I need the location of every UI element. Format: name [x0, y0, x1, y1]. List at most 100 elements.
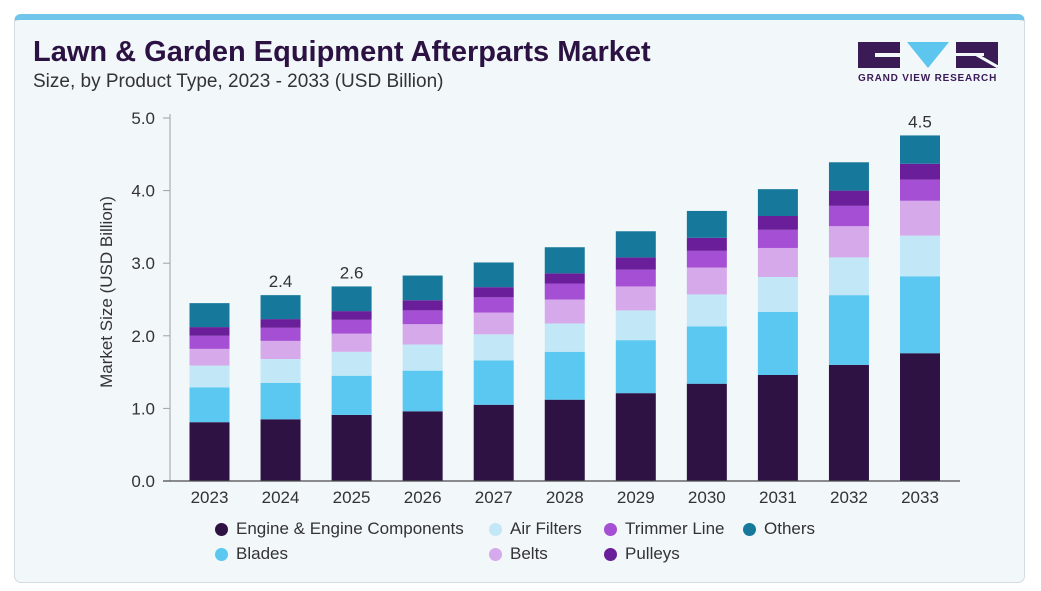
bar-segment-others-2023	[189, 303, 230, 328]
y-tick-label: 5.0	[131, 109, 155, 128]
bar-segment-engine-engine-components-2032	[828, 364, 869, 481]
legend-item-trimmer-line: Trimmer Line	[604, 519, 725, 539]
legend-item-engine-engine-components: Engine & Engine Components	[215, 519, 464, 539]
bar-segment-others-2032	[828, 162, 869, 191]
x-tick-label: 2023	[191, 488, 229, 507]
y-tick-label: 2.0	[131, 327, 155, 346]
legend-label: Trimmer Line	[625, 519, 725, 538]
bar-segment-air-filters-2032	[828, 257, 869, 296]
logo-g-slot	[875, 53, 900, 57]
x-tick-label: 2032	[830, 488, 868, 507]
bar-segment-others-2031	[757, 189, 798, 217]
legend-label: Engine & Engine Components	[236, 519, 464, 538]
legend-swatch	[489, 522, 502, 536]
logo-v-shape	[907, 42, 949, 68]
brand-name: GRAND VIEW RESEARCH	[858, 73, 998, 84]
legend-swatch	[604, 522, 617, 536]
bar-segment-engine-engine-components-2024	[260, 419, 301, 481]
legend-swatch	[215, 547, 228, 561]
y-axis-title: Market Size (USD Billion)	[97, 196, 116, 388]
bar-segment-trimmer-line-2025	[331, 319, 372, 334]
legend-item-pulleys: Pulleys	[604, 544, 680, 564]
x-tick-label: 2026	[404, 488, 442, 507]
x-tick-label: 2029	[617, 488, 655, 507]
y-tick-label: 0.0	[131, 472, 155, 491]
bar-segment-belts-2026	[402, 324, 443, 345]
bar-segment-trimmer-line-2023	[189, 335, 230, 349]
bar-segment-engine-engine-components-2031	[757, 375, 798, 481]
bar-segment-air-filters-2023	[189, 365, 230, 388]
bar-segment-blades-2033	[900, 276, 940, 354]
bar-segment-air-filters-2029	[615, 310, 656, 341]
bar-segment-trimmer-line-2032	[828, 205, 869, 227]
bar-segment-trimmer-line-2028	[544, 283, 585, 300]
legend-label: Others	[764, 519, 816, 538]
bar-segment-others-2026	[402, 275, 443, 301]
bar-segment-belts-2030	[686, 267, 727, 295]
bar-segment-trimmer-line-2030	[686, 250, 727, 268]
chart-subtitle: Size, by Product Type, 2023 - 2033 (USD …	[33, 71, 444, 92]
bar-segment-engine-engine-components-2025	[331, 414, 372, 481]
bar-segment-air-filters-2027	[473, 334, 514, 361]
bar-segment-blades-2028	[544, 351, 585, 400]
y-tick-label: 1.0	[131, 399, 155, 418]
bar-segment-pulleys-2024	[260, 319, 301, 328]
bar-segment-air-filters-2033	[900, 235, 940, 277]
bar-segment-others-2033	[900, 135, 940, 164]
bar-segment-trimmer-line-2027	[473, 297, 514, 313]
bar-segment-belts-2028	[544, 299, 585, 324]
logo-r-shape	[956, 42, 998, 68]
bar-segment-blades-2030	[686, 326, 727, 384]
bar-segment-pulleys-2032	[828, 190, 869, 206]
bar-segment-belts-2029	[615, 286, 656, 311]
chart-title: Lawn & Garden Equipment Afterparts Marke…	[33, 36, 651, 68]
bar-segment-trimmer-line-2031	[757, 229, 798, 248]
x-tick-label: 2025	[333, 488, 371, 507]
logo-r-leg	[975, 53, 998, 68]
bar-segment-pulleys-2033	[900, 163, 940, 180]
bar-segment-blades-2029	[615, 340, 656, 394]
x-tick-label: 2028	[546, 488, 584, 507]
bar-segment-air-filters-2026	[402, 344, 443, 371]
bar-segment-air-filters-2025	[331, 351, 372, 376]
bar-segment-pulleys-2027	[473, 287, 514, 298]
legend-item-blades: Blades	[215, 544, 288, 564]
bar-segment-pulleys-2030	[686, 237, 727, 251]
bar-segment-belts-2027	[473, 312, 514, 335]
data-label-2033: 4.5	[908, 112, 932, 131]
legend-label: Air Filters	[510, 519, 582, 538]
bar-segment-pulleys-2029	[615, 257, 656, 270]
bar-segment-trimmer-line-2024	[260, 327, 301, 341]
legend-swatch	[604, 547, 617, 561]
bar-segment-others-2027	[473, 262, 514, 288]
x-tick-label: 2027	[475, 488, 513, 507]
bar-segment-blades-2032	[828, 295, 869, 365]
bar-segment-blades-2026	[402, 370, 443, 412]
bar-segment-blades-2027	[473, 360, 514, 405]
x-tick-label: 2033	[901, 488, 939, 507]
bar-segment-blades-2031	[757, 311, 798, 376]
bar-segment-belts-2024	[260, 340, 301, 360]
bar-segment-air-filters-2024	[260, 359, 301, 383]
bar-segment-air-filters-2028	[544, 323, 585, 352]
legend-swatch	[215, 522, 228, 536]
data-label-2024: 2.4	[269, 272, 293, 291]
bar-segment-engine-engine-components-2023	[189, 422, 230, 481]
bar-segment-trimmer-line-2033	[900, 179, 940, 201]
legend-item-others: Others	[743, 519, 815, 539]
bar-segment-belts-2025	[331, 333, 372, 352]
bar-segment-belts-2023	[189, 348, 230, 366]
bar-segment-engine-engine-components-2029	[615, 393, 656, 481]
bar-segment-others-2025	[331, 286, 372, 312]
legend-item-air-filters: Air Filters	[489, 519, 582, 539]
bar-segment-others-2028	[544, 247, 585, 274]
bar-segment-trimmer-line-2026	[402, 310, 443, 325]
bar-segment-pulleys-2026	[402, 300, 443, 311]
legend-label: Belts	[510, 544, 548, 563]
bar-segment-pulleys-2031	[757, 216, 798, 230]
legend-label: Pulleys	[625, 544, 680, 563]
bar-segment-air-filters-2030	[686, 294, 727, 327]
bar-segment-pulleys-2028	[544, 273, 585, 284]
